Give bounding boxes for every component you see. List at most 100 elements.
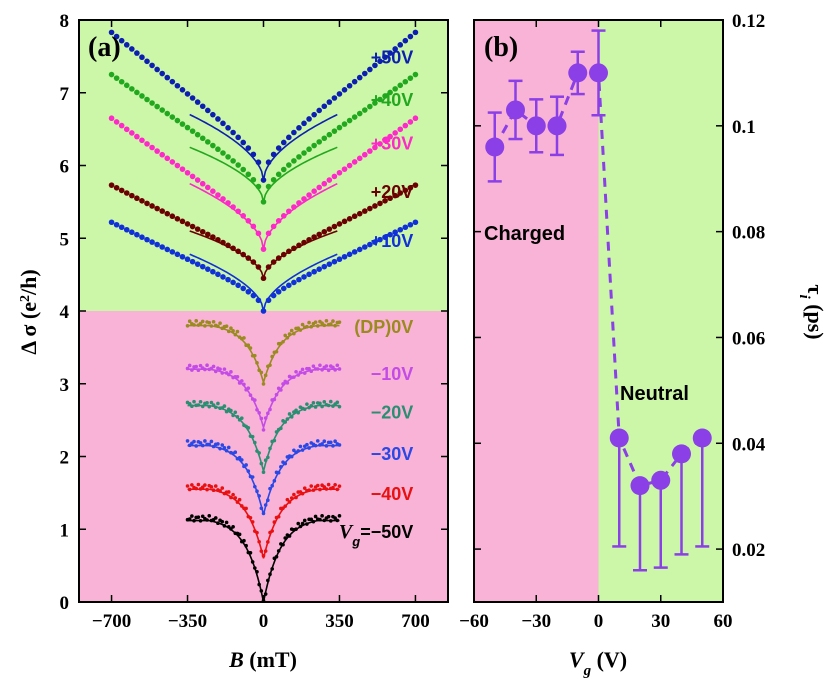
fit-line [189, 113, 338, 181]
y-tick-label: 7 [60, 84, 70, 105]
data-point [412, 29, 419, 36]
data-point [316, 231, 323, 238]
data-point [185, 439, 190, 443]
data-point [144, 96, 150, 103]
data-point [215, 192, 221, 198]
data-point [392, 86, 398, 92]
y-tick-label: 0.08 [732, 223, 765, 244]
data-point [225, 276, 231, 283]
data-point-vg--40 [506, 79, 525, 141]
data-point [315, 483, 320, 488]
data-point [387, 50, 393, 56]
data-marker [568, 63, 588, 83]
data-point [209, 439, 214, 444]
data-point [123, 126, 130, 133]
x-tick-label: −30 [521, 611, 551, 632]
data-point [397, 226, 404, 233]
data-point [164, 74, 171, 81]
data-point [341, 253, 348, 260]
data-point [337, 514, 342, 518]
data-point [204, 107, 211, 114]
data-point [233, 410, 238, 415]
data-point [326, 131, 333, 138]
panel-a-ticks: −700 −350 0 350 700 0 1 2 3 4 5 6 7 8 [60, 11, 448, 632]
data-point [377, 236, 383, 243]
y-tick-label: 2 [60, 448, 70, 469]
data-point [113, 221, 120, 228]
x-tick-label: 350 [325, 611, 354, 632]
data-point [372, 100, 378, 106]
data-point [382, 198, 388, 204]
data-point [139, 137, 145, 144]
data-point [392, 229, 398, 236]
data-point [198, 399, 203, 404]
data-point [129, 86, 135, 92]
data-point [149, 100, 155, 106]
fit-line [189, 253, 338, 312]
data-point [189, 95, 196, 101]
data-point [280, 139, 287, 146]
data-point [189, 173, 196, 180]
data-point [198, 441, 203, 445]
x-tick-label: −350 [168, 611, 207, 632]
label-prefix: V [339, 521, 354, 543]
data-point [231, 492, 235, 497]
data-point [108, 71, 115, 78]
data-point [192, 399, 196, 404]
data-point [377, 200, 383, 207]
data-point [321, 180, 328, 187]
data-point [129, 229, 135, 236]
data-point [189, 128, 196, 134]
data-point [326, 226, 333, 232]
data-point [199, 180, 206, 187]
data-point [190, 514, 194, 518]
data-point [159, 70, 166, 77]
data-point [377, 141, 383, 147]
data-point [341, 218, 348, 225]
data-point [179, 253, 186, 260]
y-tick-label: 3 [60, 375, 70, 396]
data-point [291, 279, 297, 286]
data-point [194, 131, 201, 138]
data-point [298, 444, 303, 449]
data-point-vg--10 [568, 50, 588, 96]
data-point [351, 159, 358, 165]
panel-a-region-upper [79, 20, 448, 311]
data-point [407, 119, 414, 125]
series--40V: −40V [185, 482, 414, 559]
data-point [351, 213, 358, 220]
series-label: −30V [371, 444, 414, 464]
data-point [169, 114, 176, 120]
data-point [361, 244, 368, 250]
data-point [209, 400, 214, 405]
series-+40V: +40V [108, 71, 419, 205]
data-point [335, 363, 340, 368]
data-point [108, 219, 115, 226]
data-point [337, 484, 342, 488]
data-point [139, 54, 145, 61]
data-point [286, 162, 292, 168]
data-point [118, 187, 125, 194]
data-point-vg-50 [692, 428, 712, 548]
data-point [235, 282, 241, 289]
data-point [351, 114, 358, 120]
data-point [351, 249, 358, 255]
data-point [382, 54, 388, 61]
series-+10V: +10V [108, 219, 419, 314]
series-(DP)0V: (DP)0V [185, 317, 413, 386]
data-point [139, 93, 145, 99]
data-point [372, 62, 378, 69]
data-point [154, 66, 160, 73]
data-point [412, 219, 419, 226]
data-point [123, 42, 130, 48]
data-point [220, 150, 226, 156]
data-point [402, 187, 409, 194]
data-point [149, 203, 155, 209]
data-point [118, 37, 125, 44]
data-point [377, 96, 383, 103]
series-label: −40V [371, 484, 414, 504]
data-point [207, 513, 212, 518]
data-point [331, 173, 338, 180]
series--20V: −20V [185, 399, 413, 475]
data-marker [506, 100, 525, 120]
